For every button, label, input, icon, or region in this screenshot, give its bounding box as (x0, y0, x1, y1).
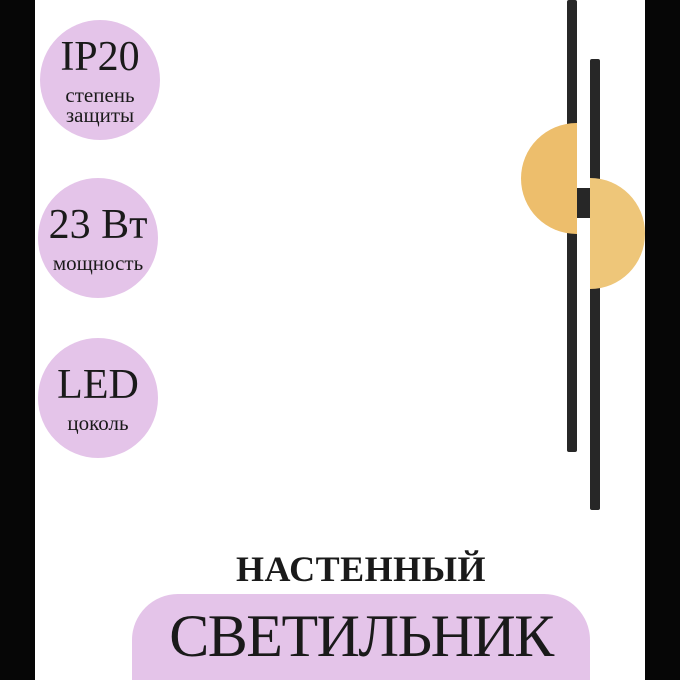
badge-protection-value: IP20 (60, 33, 140, 80)
badge-protection-rating: IP20 степень защиты (40, 20, 160, 140)
lamp-half-disc-right (590, 178, 645, 289)
badge-socket: LED цоколь (38, 338, 158, 458)
right-black-band (645, 0, 680, 680)
badge-socket-label: цоколь (67, 410, 129, 435)
badge-power-label: мощность (52, 250, 144, 275)
product-name-label: СВЕТИЛЬНИК (169, 603, 554, 669)
product-type-label: НАСТЕННЫЙ (235, 549, 487, 589)
badge-power: 23 Вт мощность (38, 178, 158, 298)
lamp-bracket (577, 188, 591, 218)
lamp-half-disc-left (521, 123, 577, 234)
badge-protection-label-line2: защиты (65, 102, 135, 127)
badge-protection-label-line1: степень (65, 82, 135, 107)
product-name-plate: СВЕТИЛЬНИК (132, 594, 590, 680)
badge-power-value: 23 Вт (48, 201, 148, 248)
left-black-band (0, 0, 35, 680)
badge-socket-value: LED (57, 361, 139, 408)
